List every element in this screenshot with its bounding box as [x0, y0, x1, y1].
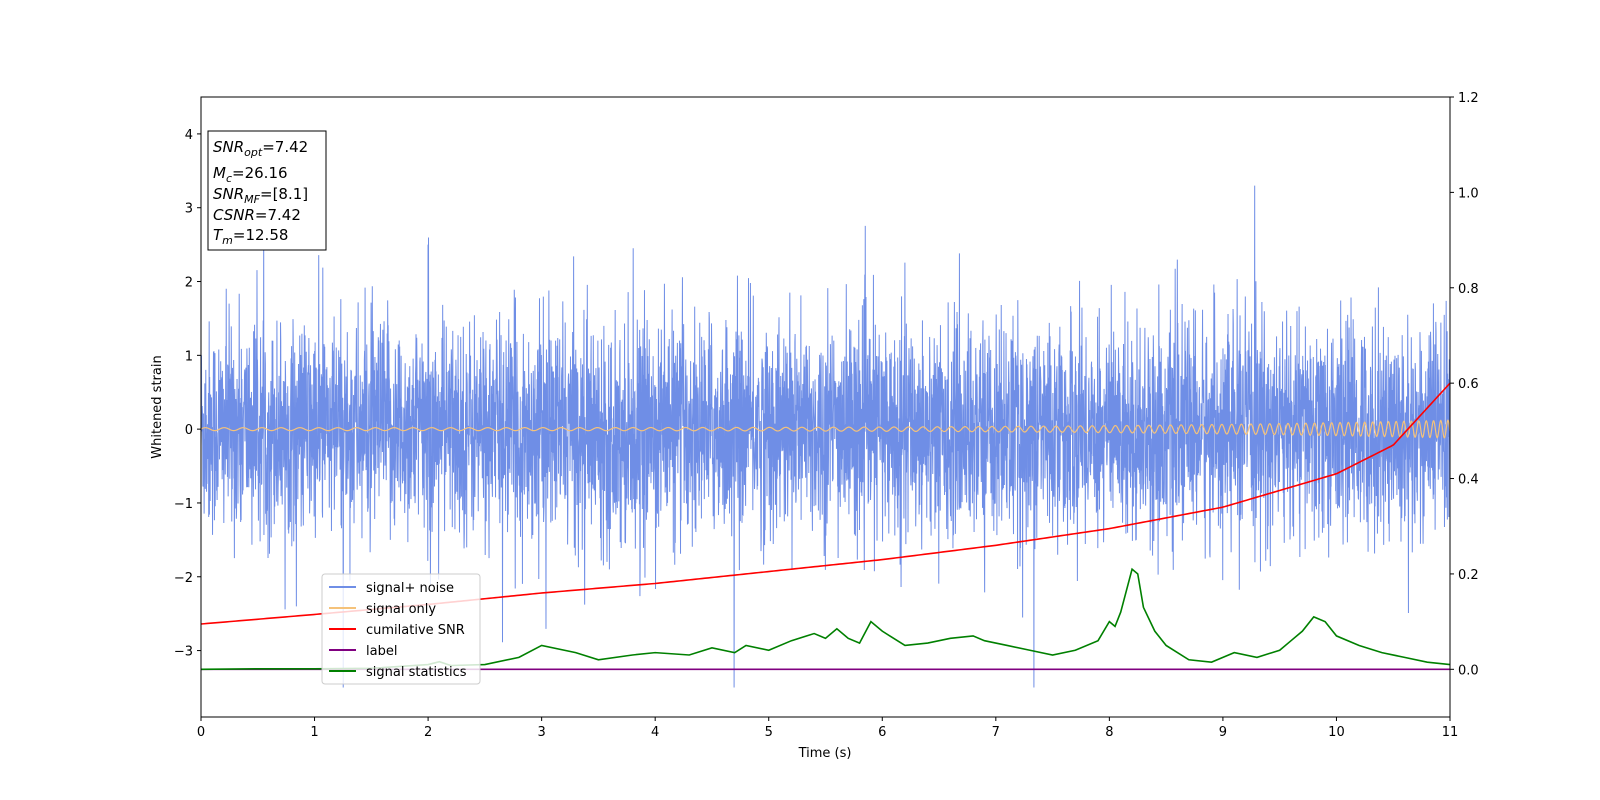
y2-tick-label: 0.2 — [1458, 568, 1479, 583]
legend: signal+ noise signal only cumilative SNR la… — [321, 573, 481, 685]
series-signal-only — [200, 419, 1451, 439]
legend-entry: signal only — [366, 602, 436, 617]
y-tick-label: 1 — [185, 349, 193, 364]
axes-frame — [200, 96, 1451, 718]
x-tick-label: 7 — [992, 725, 1000, 740]
info-box-line: SNRopt=7.42 — [213, 138, 308, 159]
y-tick-label: −1 — [174, 497, 193, 512]
x-tick-label: 1 — [310, 725, 318, 740]
y2-tick-label: 1.2 — [1458, 91, 1479, 106]
x-tick-label: 11 — [1442, 725, 1459, 740]
info-box-line: Tm=12.58 — [213, 226, 288, 247]
legend-entry: signal statistics — [366, 665, 467, 680]
x-tick-label: 0 — [197, 725, 205, 740]
info-box-frame — [207, 130, 327, 251]
info-box-line: Mc=26.16 — [213, 164, 288, 185]
x-axis-label: Time (s) — [798, 746, 852, 761]
legend-entry: cumilative SNR — [366, 623, 465, 638]
y2-tick-label: 0.0 — [1458, 663, 1479, 678]
y-tick-label: −3 — [174, 645, 193, 660]
x-tick-label: 5 — [765, 725, 773, 740]
x-tick-label: 6 — [878, 725, 886, 740]
info-box-line: SNRMF=[8.1] — [213, 185, 308, 206]
legend-frame — [321, 573, 481, 685]
y2-tick-label: 0.6 — [1458, 377, 1479, 392]
y-axis-label: Whitened strain — [150, 355, 165, 458]
y2-tick-label: 1.0 — [1458, 186, 1479, 201]
y2-axis-ticks: 0.0 0.2 0.4 0.6 0.8 1.0 1.2 — [1450, 91, 1479, 678]
series-signal-noise — [200, 185, 1451, 688]
legend-entry: label — [366, 644, 397, 659]
y-tick-label: 3 — [185, 202, 193, 217]
y-tick-label: 0 — [185, 423, 193, 438]
x-tick-label: 4 — [651, 725, 659, 740]
x-tick-label: 10 — [1328, 725, 1345, 740]
y2-tick-label: 0.8 — [1458, 282, 1479, 297]
y-tick-label: −2 — [174, 571, 193, 586]
legend-entry: signal+ noise — [366, 581, 454, 596]
x-tick-label: 3 — [537, 725, 545, 740]
x-tick-label: 9 — [1219, 725, 1227, 740]
y-tick-label: 4 — [185, 128, 193, 143]
y-tick-label: 2 — [185, 276, 193, 291]
x-tick-label: 8 — [1105, 725, 1113, 740]
y-axis-ticks: −3 −2 −1 0 1 2 3 4 — [174, 128, 201, 660]
info-box-line: CSNR=7.42 — [213, 206, 301, 224]
x-axis-ticks: 0 1 2 3 4 5 6 7 8 9 10 11 — [197, 717, 1458, 740]
y2-tick-label: 0.4 — [1458, 473, 1479, 488]
x-tick-label: 2 — [424, 725, 432, 740]
series-signal-statistics — [200, 567, 1451, 671]
